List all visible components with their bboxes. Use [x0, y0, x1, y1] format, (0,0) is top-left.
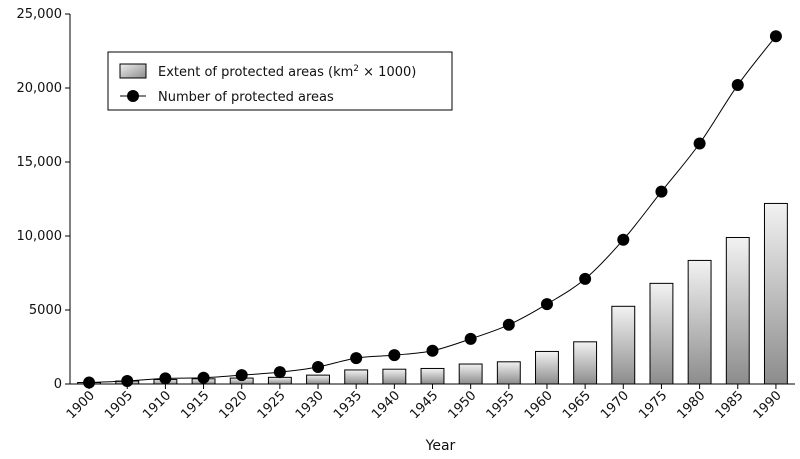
point-1965 — [579, 272, 592, 285]
bar-1970 — [611, 305, 636, 385]
x-tick-label: 1950 — [445, 388, 479, 422]
bar-1980 — [687, 259, 712, 385]
x-tick-label: 1960 — [522, 388, 556, 422]
point-1955 — [502, 318, 515, 331]
bars-layer — [77, 202, 788, 385]
x-tick-label: 1915 — [178, 388, 212, 422]
bar-1940 — [382, 368, 407, 385]
x-tick-label: 1985 — [713, 388, 747, 422]
x-tick-label: 1905 — [102, 388, 136, 422]
legend: Extent of protected areas (km2 × 1000) Nu… — [107, 51, 453, 111]
x-tick-label: 1975 — [636, 388, 670, 422]
x-tick-label: 1930 — [293, 388, 327, 422]
point-1920 — [235, 369, 248, 382]
bar-1945 — [420, 367, 445, 385]
point-1925 — [273, 366, 286, 379]
bar-1950 — [458, 363, 483, 385]
x-tick-label: 1910 — [140, 388, 174, 422]
point-1950 — [464, 332, 477, 345]
y-tick-label: 15,000 — [17, 155, 63, 170]
point-1970 — [617, 233, 630, 246]
bar-1925 — [267, 376, 292, 385]
point-1910 — [159, 372, 172, 385]
x-tick-label: 1925 — [255, 388, 289, 422]
point-1945 — [426, 344, 439, 357]
x-tick-label: 1990 — [751, 388, 785, 422]
x-tick-label: 1970 — [598, 388, 632, 422]
x-tick-label: 1955 — [484, 388, 518, 422]
bar-1990 — [763, 202, 788, 385]
legend-label-extent: Extent of protected areas (km2 × 1000) — [158, 64, 416, 80]
y-tick-label: 10,000 — [17, 229, 63, 244]
point-1930 — [312, 360, 325, 373]
x-tick-label: 1900 — [64, 388, 98, 422]
point-1990 — [769, 30, 782, 43]
point-1915 — [197, 371, 210, 384]
bar-1985 — [725, 236, 750, 385]
point-1980 — [693, 137, 706, 150]
legend-box — [107, 51, 453, 111]
point-1975 — [655, 185, 668, 198]
y-tick-label: 25,000 — [17, 7, 63, 22]
y-tick-label: 0 — [54, 377, 62, 392]
y-tick-label: 5000 — [29, 303, 62, 318]
x-axis-title: Year — [425, 438, 456, 454]
x-tick-label: 1920 — [217, 388, 251, 422]
bar-1975 — [649, 282, 674, 385]
bar-1935 — [344, 369, 369, 385]
point-1940 — [388, 349, 401, 362]
point-1985 — [731, 79, 744, 92]
point-1960 — [540, 298, 553, 311]
legend-label-number: Number of protected areas — [158, 90, 334, 105]
y-tick-label: 20,000 — [17, 81, 63, 96]
legend-bar-swatch — [119, 63, 147, 79]
x-tick-label: 1980 — [674, 388, 708, 422]
bar-1965 — [573, 341, 598, 385]
x-tick-label: 1935 — [331, 388, 365, 422]
x-tick-label: 1965 — [560, 388, 594, 422]
bar-1930 — [306, 374, 330, 385]
bar-1955 — [496, 361, 521, 385]
x-tick-label: 1945 — [407, 388, 441, 422]
x-tick-label: 1940 — [369, 388, 403, 422]
legend-dot-swatch — [127, 90, 139, 102]
point-1935 — [350, 352, 363, 365]
bar-1960 — [535, 350, 559, 385]
point-1900 — [83, 376, 96, 389]
